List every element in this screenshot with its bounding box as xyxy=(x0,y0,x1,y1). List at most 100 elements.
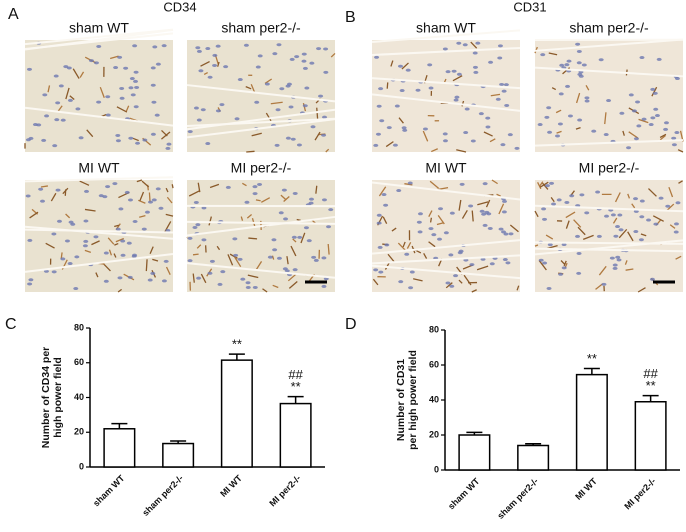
stain xyxy=(79,71,85,78)
stain xyxy=(327,243,330,255)
nucleus xyxy=(639,199,645,203)
bar xyxy=(220,359,253,468)
nucleus xyxy=(595,190,601,194)
nucleus xyxy=(152,45,158,49)
image-label: sham WT xyxy=(69,20,129,36)
stain xyxy=(637,287,646,293)
nucleus xyxy=(428,86,434,90)
micrograph xyxy=(186,40,336,153)
stain xyxy=(216,245,221,251)
nucleus xyxy=(271,238,277,242)
nucleus xyxy=(442,132,448,136)
stain xyxy=(302,102,307,112)
nucleus xyxy=(633,197,639,201)
stain xyxy=(422,130,429,142)
nucleus xyxy=(120,253,126,257)
stain xyxy=(477,201,489,206)
fiber-gap xyxy=(186,118,336,139)
nucleus xyxy=(415,88,421,92)
significance-label: ** xyxy=(646,378,656,393)
nucleus xyxy=(628,93,634,97)
fiber-gap xyxy=(371,77,521,90)
micrograph xyxy=(534,38,684,153)
nucleus xyxy=(272,248,278,252)
error-bar xyxy=(466,431,483,435)
stain xyxy=(240,216,244,221)
stain xyxy=(659,135,666,141)
nucleus xyxy=(166,142,172,146)
nucleus xyxy=(232,237,238,241)
nucleus xyxy=(482,223,488,227)
fiber-gap xyxy=(534,204,684,213)
nucleus xyxy=(610,213,616,217)
panel-title: CD31 xyxy=(513,0,546,14)
nucleus xyxy=(619,111,625,115)
nucleus xyxy=(155,62,161,66)
error-bar xyxy=(583,367,600,375)
stain xyxy=(315,185,318,194)
nucleus xyxy=(289,57,295,61)
stain xyxy=(84,249,92,254)
fiber-gap xyxy=(24,228,174,234)
stain xyxy=(401,62,409,70)
nucleus xyxy=(326,225,332,229)
stain xyxy=(72,68,80,79)
nucleus xyxy=(128,136,134,140)
nucleus xyxy=(163,259,169,263)
nucleus xyxy=(219,103,225,107)
nucleus xyxy=(555,134,561,138)
nucleus xyxy=(212,53,218,57)
nucleus xyxy=(237,257,243,261)
nucleus xyxy=(198,69,204,73)
nucleus xyxy=(112,182,118,186)
micrograph xyxy=(534,180,684,293)
nucleus xyxy=(115,133,121,137)
fiber-gap xyxy=(371,181,521,201)
stain xyxy=(437,215,445,225)
nucleus xyxy=(468,204,474,208)
nucleus xyxy=(215,109,221,113)
nucleus xyxy=(318,94,324,98)
micrograph xyxy=(371,29,521,153)
bar xyxy=(575,373,608,471)
stain xyxy=(45,242,55,249)
stain xyxy=(107,237,115,245)
nucleus xyxy=(485,116,491,120)
stain xyxy=(250,84,256,93)
nucleus xyxy=(192,225,198,229)
nucleus xyxy=(196,276,202,280)
nucleus xyxy=(309,61,315,65)
nucleus xyxy=(201,206,207,210)
stain xyxy=(208,216,212,226)
nucleus xyxy=(301,52,307,56)
stain xyxy=(491,179,498,185)
y-tick-label: 20 xyxy=(429,429,439,439)
nucleus xyxy=(472,65,478,69)
stain xyxy=(555,109,562,114)
nucleus xyxy=(514,146,520,150)
image-label: MI WT xyxy=(425,160,467,176)
micrograph xyxy=(24,28,174,152)
nucleus xyxy=(650,87,656,91)
nucleus xyxy=(501,230,507,234)
nucleus xyxy=(472,51,478,55)
stain xyxy=(428,210,433,217)
stain xyxy=(272,284,279,289)
nucleus xyxy=(431,233,437,237)
nucleus xyxy=(267,255,273,259)
nucleus xyxy=(286,82,292,86)
nucleus xyxy=(650,116,656,120)
x-tick-label: sham per2-/- xyxy=(495,476,540,521)
nucleus xyxy=(217,282,223,286)
nucleus xyxy=(39,199,45,203)
nucleus xyxy=(234,117,240,121)
stain xyxy=(115,237,125,243)
nucleus xyxy=(297,235,303,239)
nucleus xyxy=(75,107,81,111)
nucleus xyxy=(27,238,33,242)
significance-label: ** xyxy=(291,379,301,394)
stain xyxy=(385,141,394,148)
nucleus xyxy=(195,46,201,50)
stain xyxy=(264,78,273,84)
nucleus xyxy=(376,213,382,217)
